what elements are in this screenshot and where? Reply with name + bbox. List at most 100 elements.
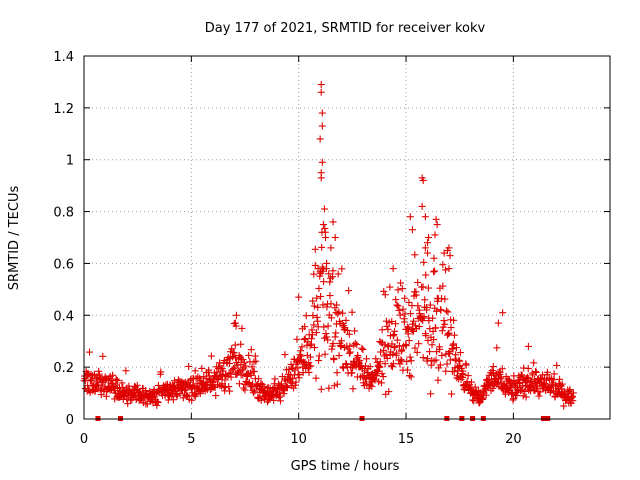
data-point [252, 357, 260, 365]
data-point [433, 307, 441, 315]
data-point [228, 345, 236, 353]
data-point [333, 369, 341, 377]
data-point [310, 302, 318, 310]
data-point [498, 365, 506, 373]
data-point [384, 325, 392, 333]
data-point [405, 298, 413, 306]
data-point [446, 356, 454, 364]
data-point [318, 158, 326, 166]
data-point [301, 323, 309, 331]
data-point [569, 389, 577, 397]
data-point [415, 323, 423, 331]
data-point [419, 317, 427, 325]
data-point [235, 380, 243, 388]
data-point [393, 301, 401, 309]
data-point [291, 381, 299, 389]
data-point [445, 329, 453, 337]
data-point [464, 372, 472, 380]
data-point [453, 372, 461, 380]
data-point [315, 284, 323, 292]
data-point [499, 309, 507, 317]
data-point [339, 309, 347, 317]
data-point [306, 342, 314, 350]
data-point [314, 265, 322, 273]
data-point [569, 397, 577, 405]
data-point [275, 393, 283, 401]
data-point [315, 356, 323, 364]
data-point [374, 368, 382, 376]
data-point [99, 352, 107, 360]
data-point [109, 371, 117, 379]
data-point [431, 267, 439, 275]
data-point [558, 385, 566, 393]
data-point [536, 388, 544, 396]
data-point [233, 370, 241, 378]
data-point [339, 364, 347, 372]
data-point [331, 234, 339, 241]
data-point [348, 369, 356, 377]
data-point [316, 135, 324, 143]
data-point [432, 356, 440, 364]
data-point [318, 122, 326, 130]
data-point [425, 234, 433, 241]
data-point [422, 271, 430, 279]
data-point [231, 341, 239, 349]
data-point [368, 382, 376, 390]
data-point [556, 375, 564, 383]
data-point [397, 356, 405, 364]
data-point [493, 344, 501, 352]
data-point [311, 245, 319, 253]
x-tick-labels: 0 5 10 15 20 [80, 432, 522, 447]
data-point [322, 330, 330, 338]
data-point [346, 348, 354, 356]
data-point [419, 354, 427, 362]
data-point [396, 311, 404, 319]
data-point [320, 205, 328, 213]
data-point [169, 396, 177, 404]
data-point [553, 361, 561, 369]
data-point [260, 383, 268, 391]
data-point [353, 341, 361, 349]
gridlines [84, 56, 610, 419]
data-point [422, 332, 430, 340]
data-point [424, 249, 432, 257]
data-point [550, 370, 558, 378]
data-point [330, 356, 338, 364]
data-point [430, 254, 438, 262]
data-point [183, 391, 191, 399]
data-point [411, 344, 419, 352]
data-point [333, 380, 341, 388]
data-point [515, 378, 523, 386]
data-point [336, 341, 344, 349]
data-point [363, 355, 371, 363]
data-point [436, 345, 444, 353]
data-point [95, 367, 103, 375]
data-point [427, 390, 435, 398]
data-point [443, 360, 451, 368]
data-point [372, 355, 380, 363]
data-point [359, 346, 367, 354]
data-point [342, 316, 350, 324]
data-point [122, 367, 130, 375]
data-point [271, 375, 279, 383]
data-point [411, 251, 419, 259]
data-point [390, 343, 398, 351]
data-point [330, 382, 338, 390]
data-point [455, 356, 463, 364]
data-point [218, 380, 226, 388]
data-point [408, 302, 416, 310]
data-points [80, 81, 577, 421]
data-point [314, 303, 322, 311]
data-point [429, 314, 437, 322]
data-point [321, 350, 329, 358]
data-point [245, 378, 253, 386]
data-point [334, 310, 342, 318]
data-point [543, 368, 551, 376]
data-point [241, 380, 249, 388]
data-point [303, 351, 311, 359]
data-point [479, 396, 487, 404]
data-point [445, 244, 453, 252]
data-point [488, 367, 496, 375]
data-point [281, 351, 289, 359]
data-point [441, 295, 449, 303]
